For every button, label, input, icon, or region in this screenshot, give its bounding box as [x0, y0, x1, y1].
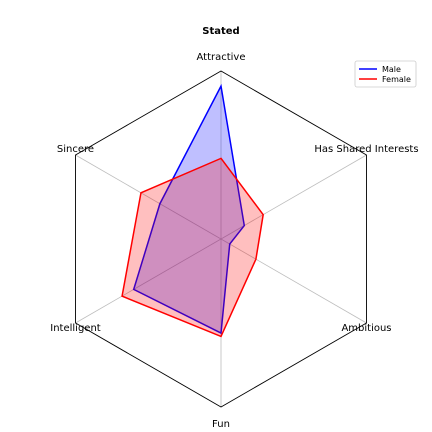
axis-labels: Attractive Has Shared Interests Ambitious F… [50, 52, 418, 430]
radar-series [121, 83, 264, 338]
spoke-ambitious [220, 238, 367, 324]
axis-label-sincere: Sincere [57, 144, 94, 155]
axis-label-has-shared-interests: Has Shared Interests [314, 144, 418, 155]
legend-label-male: Male [382, 65, 401, 74]
chart-title: Stated [202, 26, 239, 37]
axis-label-attractive: Attractive [196, 52, 245, 63]
series-female-area [121, 157, 264, 338]
legend-box [354, 60, 417, 88]
axis-label-intelligent: Intelligent [50, 323, 101, 334]
spoke-has-shared-interests [220, 154, 367, 240]
axis-label-fun: Fun [212, 419, 230, 430]
legend-label-female: Female [382, 75, 411, 84]
axis-label-ambitious: Ambitious [341, 323, 391, 334]
spoke-intelligent [75, 238, 222, 324]
radar-frame [75, 70, 367, 408]
spoke-sincere [75, 154, 222, 240]
legend: Male Female [354, 60, 417, 88]
radar-grid [75, 70, 367, 408]
